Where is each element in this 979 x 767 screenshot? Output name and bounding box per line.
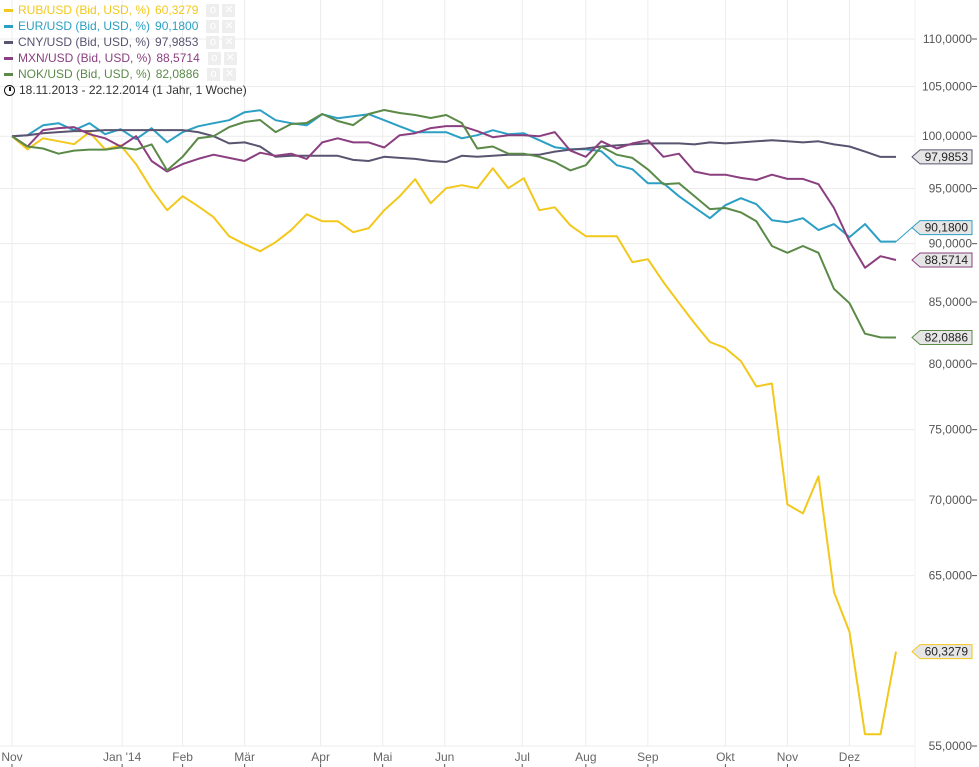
legend-swatch: [4, 8, 13, 12]
clock-icon: [4, 84, 15, 96]
x-tick-label: Mai: [373, 750, 392, 764]
close-icon[interactable]: ✕: [222, 35, 236, 49]
series-line-rub[interactable]: [11, 131, 897, 736]
legend-series-name: NOK/USD (Bid, USD, %): [18, 67, 151, 81]
legend-series-value: 82,0886: [155, 67, 200, 81]
date-range: 18.11.2013 - 22.12.2014 (1 Jahr, 1 Woche…: [4, 82, 247, 98]
legend-series-value: 88,5714: [156, 51, 200, 65]
legend-item[interactable]: RUB/USD (Bid, USD, %) 60,3279 o ✕: [4, 2, 247, 18]
legend-series-name: MXN/USD (Bid, USD, %): [18, 51, 152, 65]
x-tick-label: Mär: [234, 750, 255, 764]
legend-swatch: [4, 24, 13, 28]
x-tick-label: Okt: [716, 750, 735, 764]
settings-circle-icon[interactable]: o: [206, 19, 220, 33]
legend-series-value: 90,1800: [155, 19, 199, 33]
last-value-tag: [911, 252, 973, 268]
y-tick-label: 55,0000: [929, 739, 973, 753]
x-tick-label: Jun: [435, 750, 454, 764]
settings-circle-icon[interactable]: o: [207, 51, 221, 65]
legend-series-name: RUB/USD (Bid, USD, %): [18, 3, 151, 17]
legend-item[interactable]: MXN/USD (Bid, USD, %) 88,5714 o ✕: [4, 50, 247, 66]
legend-series-name: EUR/USD (Bid, USD, %): [18, 19, 151, 33]
y-tick-label: 105,0000: [922, 79, 972, 93]
last-value-label: 90,1800: [925, 221, 969, 235]
settings-circle-icon[interactable]: o: [206, 35, 220, 49]
legend-swatch: [4, 40, 13, 44]
last-value-label: 60,3279: [925, 645, 969, 659]
y-tick-label: 90,0000: [929, 237, 973, 251]
last-value-tag: [911, 330, 973, 346]
y-tick-label: 70,0000: [929, 493, 973, 507]
y-tick-label: 75,0000: [929, 423, 973, 437]
x-tick-label: Jan '14: [103, 750, 142, 764]
x-tick-label: Nov: [1, 750, 22, 764]
series-line-nok[interactable]: [11, 109, 897, 339]
close-icon[interactable]: ✕: [222, 3, 236, 17]
x-tick-label: Apr: [311, 750, 330, 764]
y-tick-label: 65,0000: [929, 569, 973, 583]
last-value-label: 97,9853: [925, 150, 969, 164]
date-range-text: 18.11.2013 - 22.12.2014 (1 Jahr, 1 Woche…: [19, 83, 247, 97]
legend-swatch: [4, 56, 13, 60]
x-tick-label: Jul: [515, 750, 530, 764]
legend-series-name: CNY/USD (Bid, USD, %): [18, 35, 151, 49]
last-value-tag: [911, 644, 973, 660]
series-line-mxn[interactable]: [11, 125, 897, 269]
x-tick-label: Feb: [172, 750, 193, 764]
legend-series-value: 60,3279: [155, 3, 199, 17]
close-icon[interactable]: ✕: [222, 19, 236, 33]
x-tick-label: Sep: [637, 750, 659, 764]
x-tick-label: Nov: [777, 750, 798, 764]
settings-circle-icon[interactable]: o: [206, 3, 220, 17]
y-tick-label: 80,0000: [929, 357, 973, 371]
legend-item[interactable]: EUR/USD (Bid, USD, %) 90,1800 o ✕: [4, 18, 247, 34]
close-icon[interactable]: ✕: [223, 67, 237, 81]
settings-circle-icon[interactable]: o: [207, 67, 221, 81]
x-tick-label: Aug: [575, 750, 596, 764]
x-tick-label: Dez: [839, 750, 860, 764]
series-line-eur[interactable]: [11, 109, 896, 243]
y-tick-label: 100,0000: [922, 129, 972, 143]
y-tick-label: 110,0000: [923, 32, 972, 46]
series-line-cny[interactable]: [11, 129, 896, 163]
y-tick-label: 85,0000: [929, 295, 973, 309]
chart-legend: RUB/USD (Bid, USD, %) 60,3279 o ✕ EUR/US…: [4, 2, 247, 98]
last-value-tag: [911, 220, 973, 236]
close-icon[interactable]: ✕: [223, 51, 237, 65]
last-value-label: 88,5714: [925, 253, 969, 267]
legend-series-value: 97,9853: [155, 35, 199, 49]
legend-swatch: [4, 72, 13, 76]
last-value-connector: [895, 227, 913, 243]
last-value-label: 82,0886: [925, 331, 969, 345]
legend-item[interactable]: CNY/USD (Bid, USD, %) 97,9853 o ✕: [4, 34, 247, 50]
last-value-tag: [911, 149, 973, 165]
legend-item[interactable]: NOK/USD (Bid, USD, %) 82,0886 o ✕: [4, 66, 247, 82]
y-tick-label: 95,0000: [929, 182, 973, 196]
